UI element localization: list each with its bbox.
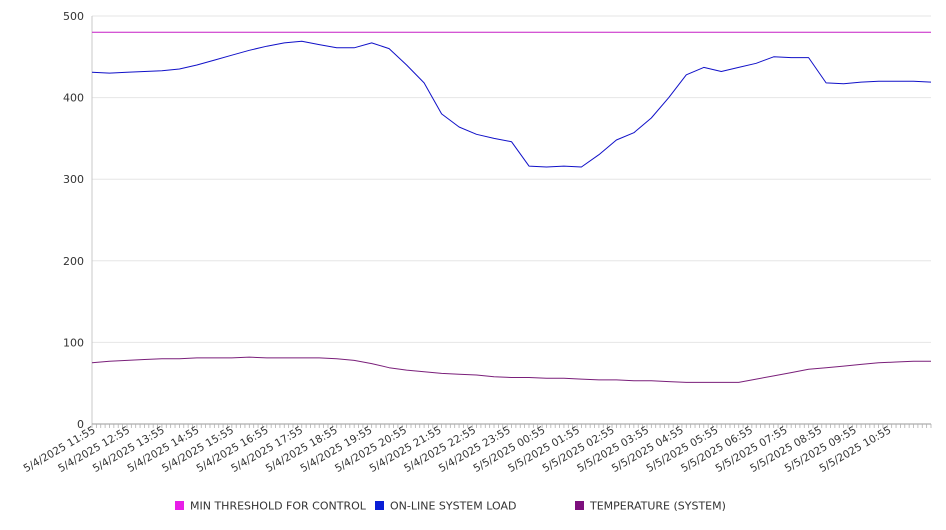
series-layer	[91, 31, 932, 383]
y-tick-label: 100	[63, 336, 84, 349]
y-tick-label: 500	[63, 10, 84, 23]
legend-label: MIN THRESHOLD FOR CONTROL	[190, 500, 367, 513]
legend-swatch	[575, 501, 584, 510]
legend-swatch	[175, 501, 184, 510]
y-tick-label: 300	[63, 173, 84, 186]
series-line-temperature-system	[91, 356, 931, 383]
legend-label: ON-LINE SYSTEM LOAD	[390, 500, 516, 513]
legend-label: TEMPERATURE (SYSTEM)	[589, 500, 726, 513]
series-line-on-line-system-load	[91, 40, 932, 168]
y-tick-label: 400	[63, 92, 84, 105]
legend: MIN THRESHOLD FOR CONTROL ON-LINE SYSTEM …	[175, 500, 726, 513]
legend-swatch	[375, 501, 384, 510]
legend-item[interactable]: ON-LINE SYSTEM LOAD	[375, 500, 516, 513]
legend-item[interactable]: TEMPERATURE (SYSTEM)	[575, 500, 726, 513]
y-tick-label: 0	[77, 418, 84, 431]
grid-layer	[92, 15, 931, 343]
legend-item[interactable]: MIN THRESHOLD FOR CONTROL	[175, 500, 367, 513]
y-tick-label: 200	[63, 255, 84, 268]
